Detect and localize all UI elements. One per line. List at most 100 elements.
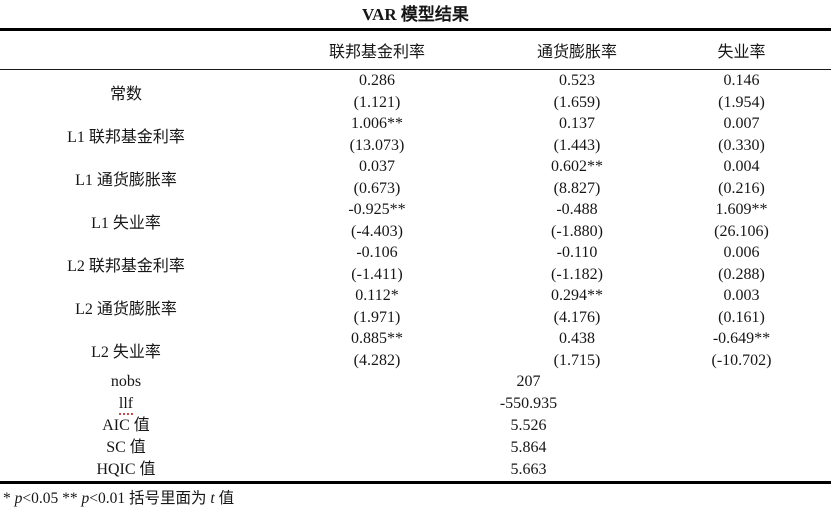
cell-fedfunds: -0.925** (-4.403) (252, 199, 502, 242)
row-label-cell: L2 联邦基金利率 (0, 242, 252, 285)
coefficient-value: 1.609** (715, 201, 768, 218)
t-statistic: (4.176) (553, 308, 601, 326)
table-row-sc: SC 值 5.864 (0, 437, 831, 459)
row-label: SC 值 (106, 439, 146, 456)
row-label: llf (118, 395, 134, 415)
cell-fedfunds: 1.006** (13.073) (252, 113, 502, 156)
coefficient-value: 0.602** (551, 158, 603, 175)
cell-inflation: 0.602** (8.827) (502, 156, 652, 199)
row-label: 常数 (109, 85, 142, 103)
row-label-cell: L2 通货膨胀率 (0, 285, 252, 328)
t-statistic: (1.121) (353, 93, 401, 111)
row-label: L1 通货膨胀率 (75, 171, 177, 189)
t-statistic: (1.971) (353, 308, 401, 326)
table-row-llf: llf -550.935 (0, 393, 831, 415)
t-symbol: t (210, 490, 215, 507)
coefficient-value: 0.006 (723, 244, 760, 261)
coefficient-value: -0.925** (348, 201, 406, 218)
t-statistic: (8.827) (553, 179, 601, 197)
row-label: AIC 值 (102, 417, 150, 434)
coefficient-value: 0.112* (355, 287, 399, 304)
coefficient-value: 0.286 (359, 72, 395, 89)
p-symbol: p (14, 490, 23, 507)
coefficient-value: 0.438 (559, 330, 595, 347)
stat-value-cell: 5.526 (252, 415, 831, 437)
header-unemployment-rate: 失业率 (652, 31, 831, 70)
t-statistic: (1.715) (553, 351, 601, 369)
coefficient-value: 0.146 (723, 72, 760, 89)
cell-fedfunds: -0.106 (-1.411) (252, 242, 502, 285)
stat-value-cell: 207 (252, 371, 831, 393)
t-statistic: (-1.411) (351, 265, 403, 283)
row-label-cell: nobs (0, 371, 252, 393)
row-label-cell: AIC 值 (0, 415, 252, 437)
t-statistic: (0.161) (718, 308, 765, 326)
cell-fedfunds: 0.037 (0.673) (252, 156, 502, 199)
row-label-cell: HQIC 值 (0, 459, 252, 483)
coefficient-value: -0.649** (712, 330, 771, 347)
cell-inflation: 0.137 (1.443) (502, 113, 652, 156)
t-statistic: (0.216) (718, 179, 765, 197)
t-statistic: (4.282) (353, 351, 401, 369)
stat-value-cell: -550.935 (252, 393, 831, 415)
table-row-l2-inflation: L2 通货膨胀率 0.112* (1.971) 0.294** (4.176) … (0, 285, 831, 328)
cell-fedfunds: 0.112* (1.971) (252, 285, 502, 328)
footnote-part: <0.05 ** (22, 490, 82, 507)
t-statistic: (1.954) (718, 93, 765, 111)
coefficient-value: 0.007 (723, 115, 760, 132)
row-label: L1 失业率 (91, 214, 161, 232)
coefficient-value: -0.488 (556, 201, 598, 218)
coefficient-value: 0.294** (551, 287, 603, 304)
coefficient-value: 0.003 (723, 287, 760, 304)
footnote-part: <0.01 括号里面为 (89, 490, 211, 507)
table-title: VAR 模型结果 (0, 0, 831, 31)
cell-inflation: 0.523 (1.659) (502, 70, 652, 114)
coefficient-value: -0.110 (556, 244, 598, 261)
p-symbol: p (81, 490, 90, 507)
cell-inflation: -0.110 (-1.182) (502, 242, 652, 285)
row-label-cell: 常数 (0, 70, 252, 114)
t-statistic: (0.330) (718, 136, 765, 154)
t-statistic: (-4.403) (351, 222, 403, 240)
header-fedfunds-rate: 联邦基金利率 (252, 31, 502, 70)
footnote-part: * (3, 490, 15, 507)
cell-inflation: -0.488 (-1.880) (502, 199, 652, 242)
stat-value: 5.864 (510, 439, 547, 456)
row-label: L1 联邦基金利率 (67, 128, 185, 146)
row-label-cell: L1 失业率 (0, 199, 252, 242)
row-label-cell: SC 值 (0, 437, 252, 459)
t-statistic: (13.073) (349, 136, 405, 154)
cell-unemployment: 0.004 (0.216) (652, 156, 831, 199)
coefficient-value: 0.137 (559, 115, 595, 132)
table-row-l1-inflation: L1 通货膨胀率 0.037 (0.673) 0.602** (8.827) 0… (0, 156, 831, 199)
table-row-l1-unemployment: L1 失业率 -0.925** (-4.403) -0.488 (-1.880)… (0, 199, 831, 242)
cell-fedfunds: 0.286 (1.121) (252, 70, 502, 114)
cell-fedfunds: 0.885** (4.282) (252, 328, 502, 371)
t-statistic: (0.288) (718, 265, 765, 283)
table-footnote: * p<0.05 ** p<0.01 括号里面为 t 值 (0, 484, 831, 509)
cell-unemployment: 0.003 (0.161) (652, 285, 831, 328)
table-row-l2-fedfunds: L2 联邦基金利率 -0.106 (-1.411) -0.110 (-1.182… (0, 242, 831, 285)
table-row-aic: AIC 值 5.526 (0, 415, 831, 437)
cell-inflation: 0.294** (4.176) (502, 285, 652, 328)
coefficient-value: 0.523 (559, 72, 595, 89)
t-statistic: (-1.182) (551, 265, 603, 283)
stat-value-cell: 5.864 (252, 437, 831, 459)
header-empty-cell (0, 31, 252, 70)
header-inflation-rate: 通货膨胀率 (502, 31, 652, 70)
stat-value: 5.663 (510, 461, 547, 478)
row-label-cell: llf (0, 393, 252, 415)
table-row-l2-unemployment: L2 失业率 0.885** (4.282) 0.438 (1.715) -0.… (0, 328, 831, 371)
stat-value: -550.935 (499, 395, 558, 412)
stat-value-cell: 5.663 (252, 459, 831, 483)
t-statistic: (0.673) (353, 179, 401, 197)
table-row-hqic: HQIC 值 5.663 (0, 459, 831, 483)
t-statistic: (-10.702) (711, 351, 772, 369)
table-row-nobs: nobs 207 (0, 371, 831, 393)
table-row-constant: 常数 0.286 (1.121) 0.523 (1.659) 0.146 (1.… (0, 70, 831, 114)
cell-unemployment: 0.006 (0.288) (652, 242, 831, 285)
row-label: HQIC 值 (96, 461, 156, 478)
row-label: L2 通货膨胀率 (75, 300, 177, 318)
cell-unemployment: 1.609** (26.106) (652, 199, 831, 242)
stat-value: 5.526 (510, 417, 547, 434)
